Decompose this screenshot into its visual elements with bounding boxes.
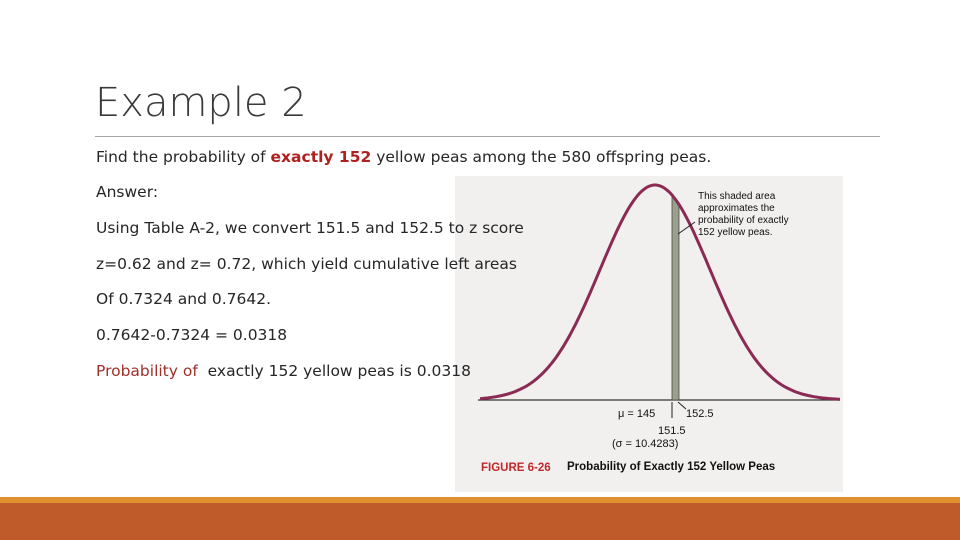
annotation-line: 152 yellow peas.	[698, 227, 773, 238]
figure-caption: Probability of Exactly 152 Yellow Peas	[567, 461, 775, 473]
highlight: Probability of	[96, 362, 198, 380]
annotation-line: This shaded area	[698, 191, 776, 202]
upper-label: 152.5	[686, 408, 714, 420]
title-rule	[95, 136, 880, 137]
highlight: exactly 152	[270, 148, 372, 166]
figure-background	[455, 176, 843, 492]
normal-curve	[479, 183, 840, 401]
lower-label: 151.5	[658, 425, 686, 437]
mean-label: μ = 145	[618, 408, 655, 420]
annotation-arrow	[677, 221, 696, 235]
annotation-line: approximates the	[698, 203, 775, 214]
figure: This shaded area approximates the probab…	[455, 176, 843, 492]
text: exactly 152 yellow peas is 0.0318	[197, 362, 471, 380]
footer-bar	[0, 503, 960, 540]
text-line: z=0.62 and z= 0.72, which yield cumulati…	[96, 255, 517, 273]
shaded-strip	[671, 193, 680, 401]
text: yellow peas among the 580 offspring peas…	[371, 148, 712, 166]
text-line: Find the probability of exactly 152 yell…	[96, 148, 711, 166]
upper-arrow	[677, 401, 687, 410]
accent-bar	[0, 497, 960, 503]
text-line: 0.7642-0.7324 = 0.0318	[96, 326, 288, 344]
figure-number: FIGURE 6-26	[481, 462, 551, 474]
text-line: Of 0.7324 and 0.7642.	[96, 290, 271, 308]
annotation-line: probability of exactly	[698, 215, 789, 226]
text-line: Probability of exactly 152 yellow peas i…	[96, 362, 471, 380]
text-line: Using Table A-2, we convert 151.5 and 15…	[96, 219, 524, 237]
text-line: Answer:	[96, 183, 159, 201]
slide-title: Example 2	[95, 80, 307, 126]
sigma-label: (σ = 10.4283)	[612, 438, 678, 450]
text: Find the probability of	[96, 148, 271, 166]
